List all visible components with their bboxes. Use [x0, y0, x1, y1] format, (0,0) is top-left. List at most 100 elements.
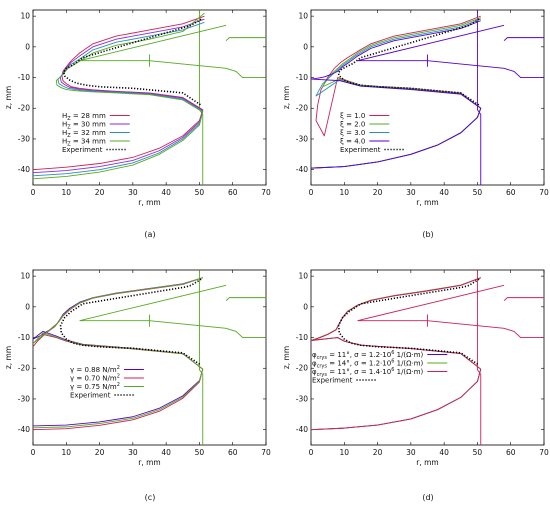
legend-label: ξ = 1.0	[340, 112, 365, 120]
crucible-wall-line	[476, 270, 482, 445]
x-tick-label: 0	[31, 188, 36, 197]
series-line-2	[33, 277, 204, 429]
y-tick-label: -10	[18, 73, 30, 82]
x-axis-label: r, mm	[416, 198, 438, 207]
series-line-3	[59, 278, 202, 366]
y-tick-label: 0	[25, 42, 30, 51]
x-tick-label: 50	[195, 188, 205, 197]
y-tick-label: 10	[20, 12, 30, 21]
y-tick-label: -30	[296, 394, 308, 403]
y-tick-label: 10	[298, 12, 308, 21]
legend-label-rest: = 34 mm	[71, 138, 106, 146]
plot-area	[33, 10, 266, 185]
legend-label: HZ = 28 mm	[62, 112, 106, 122]
legend-label-sub: Z	[67, 142, 71, 148]
plot-frame	[310, 9, 545, 186]
plot-frame	[32, 269, 267, 446]
y-tick-label: -40	[296, 425, 308, 434]
legend-label: Experiment	[340, 146, 381, 154]
crucible-wall-line	[198, 270, 204, 445]
series-line-0	[33, 277, 204, 427]
legend: γ = 0.88 N/m2γ = 0.70 N/m2γ = 0.75 N/m2E…	[70, 365, 144, 400]
legend-label-main: ξ = 3.0	[340, 129, 365, 137]
legend-label-main: H	[62, 112, 67, 120]
legend-label-rest: = 30 mm	[71, 121, 106, 129]
x-tick-label: 0	[309, 188, 314, 197]
legend-label-tail: 1/(Ω·m)	[394, 368, 423, 376]
y-tick-label: -20	[18, 364, 30, 373]
y-tick-label: -30	[18, 134, 30, 143]
legend-label-main: H	[62, 129, 67, 137]
y-tick-label: 0	[303, 42, 308, 51]
x-tick-label: 50	[473, 448, 483, 457]
legend-label-sub: crys	[317, 372, 328, 378]
x-tick-label: 0	[31, 448, 36, 457]
x-tick-label: 10	[340, 188, 350, 197]
x-tick-label: 60	[506, 448, 516, 457]
plot-area	[311, 10, 544, 185]
y-axis-label: z, mm	[4, 86, 13, 109]
x-tick-label: 60	[228, 448, 238, 457]
legend-label-main: γ = 0.88 N/m	[70, 366, 117, 374]
series-line-1	[33, 277, 204, 431]
y-tick-label: -40	[18, 425, 30, 434]
x-axis-label: r, mm	[138, 458, 160, 467]
x-tick-label: 20	[373, 448, 383, 457]
legend-label: φcrys = 11°, σ = 1.2·106 1/(Ω·m)	[312, 350, 424, 361]
y-tick-label: 0	[303, 302, 308, 311]
legend-label-sub: Z	[67, 133, 71, 139]
y-tick-label: -30	[18, 394, 30, 403]
y-tick-label: -40	[296, 165, 308, 174]
series-line-2	[33, 21, 205, 177]
x-tick-label: 20	[373, 188, 383, 197]
legend-label-main: φ	[312, 368, 317, 376]
legend-label-main: φ	[312, 360, 317, 368]
inductor-outline	[79, 284, 266, 338]
x-axis-label: r, mm	[138, 198, 160, 207]
chart-panel-c: 0 10 20 30 40 50 60 70 -40 -30 -20 -10 0 10 r, mm z, mm…	[4, 269, 271, 502]
legend-label-main: Experiment	[70, 392, 111, 400]
y-tick-label: -30	[296, 134, 308, 143]
y-axis-label: z, mm	[282, 346, 291, 369]
chart-panel-d: 0 10 20 30 40 50 60 70 -40 -30 -20 -10 0 10 r, mm z, mm…	[282, 269, 549, 502]
legend-label-rest: = 28 mm	[71, 112, 106, 120]
legend-label-main: Experiment	[340, 146, 381, 154]
y-tick-label: -10	[18, 333, 30, 342]
legend-label-sup: 6	[391, 359, 394, 365]
y-tick-label: -40	[18, 165, 30, 174]
legend-label-main: Experiment	[312, 377, 353, 385]
series-line-0	[33, 15, 205, 171]
series-line-2	[311, 277, 482, 431]
crucible-wall-line	[198, 10, 204, 185]
x-tick-label: 60	[506, 188, 516, 197]
legend-label: Experiment	[312, 377, 353, 385]
inductor-outline	[357, 284, 544, 338]
legend-label: ξ = 4.0	[340, 138, 365, 146]
y-axis-label: z, mm	[4, 346, 13, 369]
y-tick-label: -10	[296, 333, 308, 342]
series-line-3	[337, 278, 480, 366]
x-tick-label: 30	[128, 448, 138, 457]
legend-label-tail: 1/(Ω·m)	[394, 351, 423, 359]
legend-label-main: γ = 0.70 N/m	[70, 375, 117, 383]
x-tick-label: 10	[340, 448, 350, 457]
chart-panel-a: 0 10 20 30 40 50 60 70 -40 -30 -20 -10 0 10 r, mm z, mm…	[4, 9, 271, 239]
x-tick-label: 50	[195, 448, 205, 457]
legend-label-main: φ	[312, 351, 317, 359]
legend-label-sup: 2	[117, 374, 120, 380]
legend-label: Experiment	[62, 146, 103, 154]
panel-caption: (d)	[422, 493, 433, 502]
x-tick-label: 60	[228, 188, 238, 197]
x-tick-label: 30	[406, 188, 416, 197]
legend-label-sup: 2	[117, 365, 120, 371]
panel-caption: (c)	[145, 493, 156, 502]
x-axis-label: r, mm	[416, 458, 438, 467]
legend-label: ξ = 2.0	[340, 121, 365, 129]
x-tick-label: 70	[539, 448, 549, 457]
x-tick-label: 10	[62, 188, 72, 197]
legend-label-rest: = 11°, σ = 1.4·10	[327, 368, 391, 376]
legend-label-sub: Z	[67, 116, 71, 122]
legend-label-main: Experiment	[62, 146, 103, 154]
